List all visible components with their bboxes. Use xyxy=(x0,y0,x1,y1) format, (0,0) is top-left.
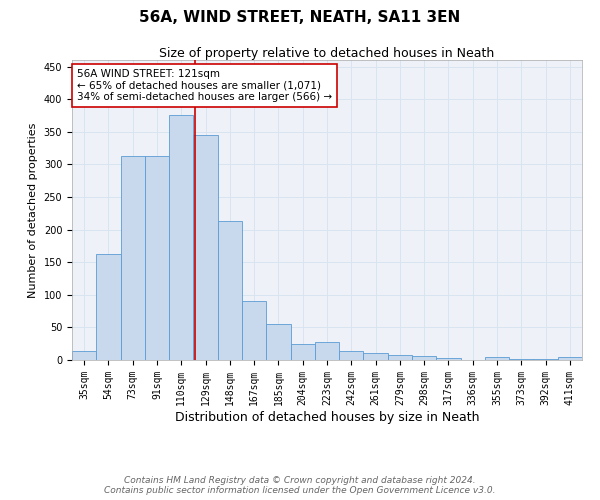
Bar xyxy=(193,135,218,360)
Title: Size of property relative to detached houses in Neath: Size of property relative to detached ho… xyxy=(160,47,494,60)
Bar xyxy=(339,351,364,360)
X-axis label: Distribution of detached houses by size in Neath: Distribution of detached houses by size … xyxy=(175,410,479,424)
Bar xyxy=(388,355,412,360)
Bar xyxy=(412,356,436,360)
Bar xyxy=(96,254,121,360)
Bar xyxy=(315,342,339,360)
Bar xyxy=(558,358,582,360)
Text: 56A, WIND STREET, NEATH, SA11 3EN: 56A, WIND STREET, NEATH, SA11 3EN xyxy=(139,10,461,25)
Bar xyxy=(242,302,266,360)
Bar xyxy=(169,116,193,360)
Bar xyxy=(121,156,145,360)
Bar xyxy=(72,351,96,360)
Y-axis label: Number of detached properties: Number of detached properties xyxy=(28,122,38,298)
Text: Contains HM Land Registry data © Crown copyright and database right 2024.
Contai: Contains HM Land Registry data © Crown c… xyxy=(104,476,496,495)
Bar xyxy=(145,156,169,360)
Text: 56A WIND STREET: 121sqm
← 65% of detached houses are smaller (1,071)
34% of semi: 56A WIND STREET: 121sqm ← 65% of detache… xyxy=(77,69,332,102)
Bar xyxy=(266,324,290,360)
Bar xyxy=(485,358,509,360)
Bar xyxy=(290,344,315,360)
Bar xyxy=(364,354,388,360)
Bar xyxy=(436,358,461,360)
Bar xyxy=(218,221,242,360)
